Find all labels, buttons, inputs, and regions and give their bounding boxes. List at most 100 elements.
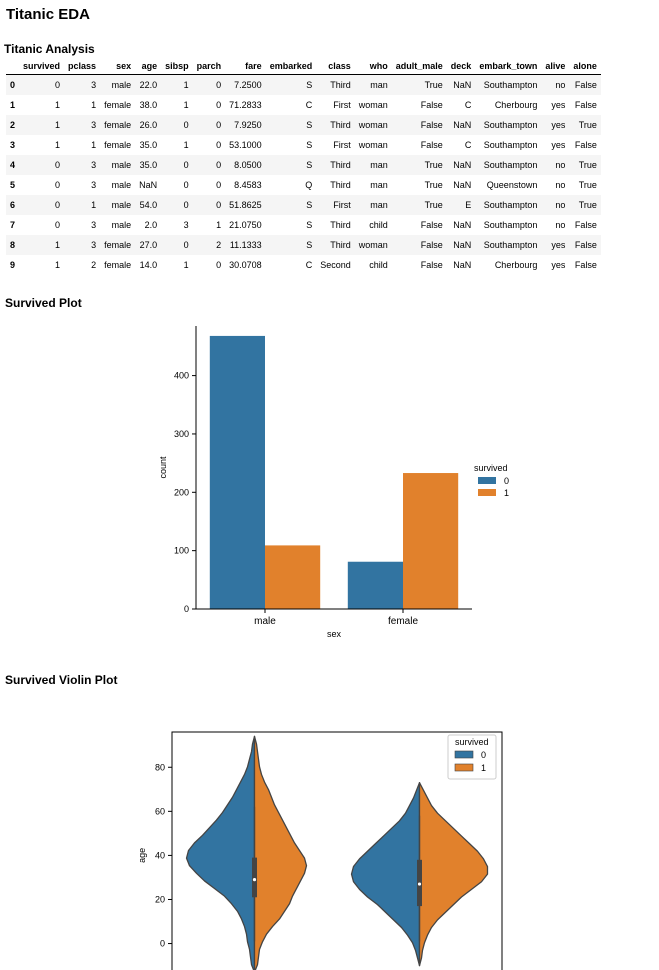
table-cell: 0 [183,160,189,170]
table-cell: 38.0 [139,100,158,110]
column-header: deck [446,58,476,75]
table-cell: 0 [216,140,222,150]
table-cell: yes [551,240,566,250]
table-cell: child [369,260,388,270]
table-cell: False [574,140,597,150]
table-cell: C [305,100,313,110]
table-cell: False [420,220,443,230]
table-cell: E [465,200,472,210]
table-cell: True [424,200,443,210]
row-index: 8 [10,240,16,250]
row-index: 1 [10,100,16,110]
table-cell: 2 [216,240,222,250]
y-tick-label: 200 [174,487,189,497]
table-cell: 0 [55,220,61,230]
table-cell: 53.1000 [229,140,262,150]
table-row: 3 1 1 female 35.0 1 0 53.1000 S First woman False C S… [6,135,601,155]
table-cell: 0 [216,260,222,270]
table-cell: False [574,260,597,270]
column-header: who [354,58,392,75]
table-cell: 3 [91,240,97,250]
legend-swatch-0 [454,750,474,759]
table-cell: 3 [91,160,97,170]
table-cell: 1 [91,140,97,150]
table-cell: 1 [183,140,189,150]
table-cell: no [555,160,566,170]
survived-age-violin-chart: 0 20 40 60 80 age survived 0 1 [137,731,503,970]
table-cell: 1 [183,80,189,90]
column-header: embarked [265,58,317,75]
table-cell: 0 [55,200,61,210]
violin-median [252,878,257,882]
bar-female-survived-0 [347,561,403,609]
table-cell: 0 [183,240,189,250]
table-cell: 1 [183,260,189,270]
y-tick-label: 60 [155,806,165,816]
table-cell: no [555,180,566,190]
table-cell: woman [358,240,388,250]
table-cell: female [104,120,132,130]
row-index: 4 [10,160,16,170]
x-axis-label: sex [327,629,342,639]
table-row: 2 1 3 female 26.0 0 0 7.9250 S Third woman False NaN… [6,115,601,135]
table-cell: 0 [216,160,222,170]
y-tick-label: 100 [174,546,189,556]
table-cell: 3 [91,80,97,90]
table-cell: First [333,200,351,210]
table-cell: 8.4583 [234,180,262,190]
table-cell: 14.0 [139,260,158,270]
table-cell: C [305,260,313,270]
column-header: survived [19,58,65,75]
table-cell: First [333,140,351,150]
table-row: 9 1 2 female 14.0 1 0 30.0708 C Second child False N… [6,255,601,275]
column-header: alone [569,58,601,75]
table-cell: 0 [55,80,61,90]
table-row: 7 0 3 male 2.0 3 1 21.0750 S Third child False NaN So… [6,215,601,235]
table-cell: Second [320,260,351,270]
column-header: age [135,58,162,75]
table-cell: Q [305,180,313,190]
table-cell: S [306,220,313,230]
table-cell: female [104,140,132,150]
table-cell: 3 [91,220,97,230]
table-cell: 1 [55,100,61,110]
table-cell: man [370,200,388,210]
page-title: Titanic EDA [6,6,90,23]
table-cell: 3 [91,120,97,130]
y-tick-label: 300 [174,429,189,439]
y-tick-label: 20 [155,894,165,904]
y-tick-label: 400 [174,371,189,381]
table-cell: 1 [55,260,61,270]
table-cell: female [104,260,132,270]
violin-half-female-survived-1 [418,782,489,967]
y-tick-label: 0 [184,604,189,614]
table-cell: 1 [55,240,61,250]
legend-swatch-1 [454,763,474,772]
table-cell: 3 [183,220,189,230]
table-cell: False [574,220,597,230]
table-cell: yes [551,260,566,270]
table-cell: False [420,140,443,150]
table-cell: male [111,220,132,230]
table-cell: NaN [453,240,472,250]
table-cell: 71.2833 [229,100,262,110]
legend-label: 1 [504,488,509,498]
table-cell: 0 [183,180,189,190]
y-axis-label: count [158,456,168,479]
y-axis-label: age [137,848,147,863]
violin-median [417,882,422,886]
table-cell: 1 [55,120,61,130]
table-cell: no [555,200,566,210]
table-header-row: survived pclass sex age sibsp parch fare embark… [6,58,601,75]
column-header: alive [541,58,570,75]
table-cell: False [420,240,443,250]
bar-male-survived-1 [265,545,321,609]
table-cell: Southampton [483,160,538,170]
table-cell: man [370,180,388,190]
table-cell: NaN [453,220,472,230]
table-cell: False [420,100,443,110]
y-tick-label: 0 [160,939,165,949]
table-cell: 0 [55,160,61,170]
table-cell: True [578,120,597,130]
survived-count-bar-chart: male female 0 100 200 300 400 sex count survived 0… [158,326,509,639]
